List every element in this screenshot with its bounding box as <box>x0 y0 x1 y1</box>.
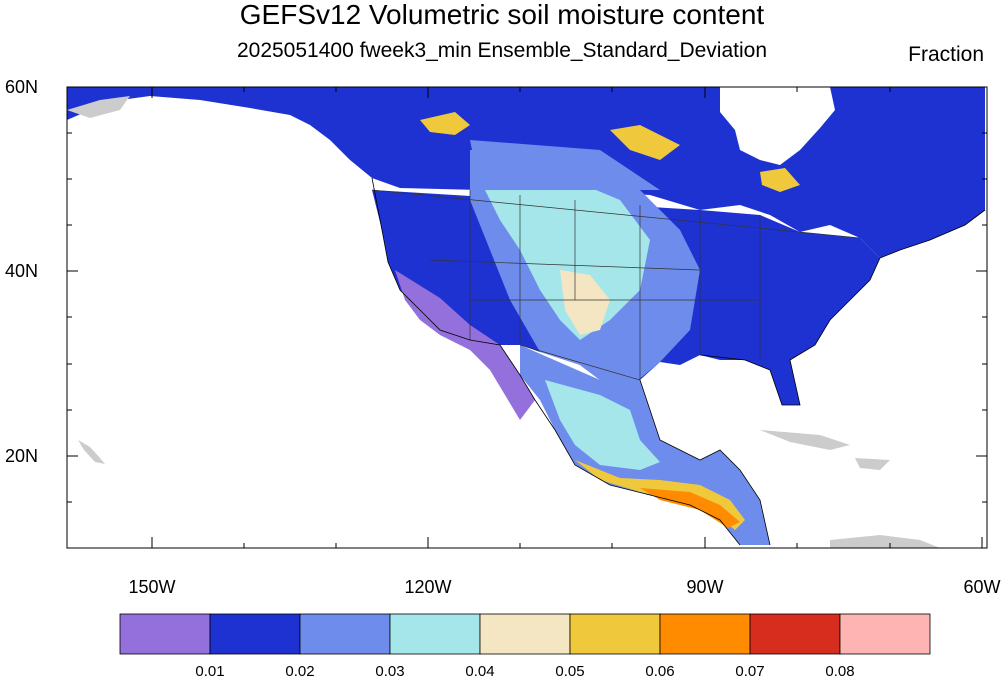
south-america-coast <box>830 535 940 548</box>
colorbar-swatch-8 <box>749 613 841 655</box>
colorbar-swatch-6 <box>569 613 661 655</box>
lon-label-150w: 150W <box>128 577 175 597</box>
colorbar-label-2: 0.02 <box>285 663 314 680</box>
colorbar-label-5: 0.05 <box>555 663 584 680</box>
lat-ticks <box>67 86 987 503</box>
lon-label-120w: 120W <box>404 577 451 597</box>
central-america-peak <box>640 488 740 528</box>
cuba <box>760 430 850 450</box>
lat-label-40n: 40N <box>5 261 38 281</box>
colorbar-label-1: 0.01 <box>195 663 224 680</box>
colorbar-label-8: 0.08 <box>825 663 854 680</box>
colorbar-swatch-7 <box>659 613 751 655</box>
aleutians <box>67 96 130 118</box>
lat-label-60n: 60N <box>5 77 38 97</box>
hawaii <box>78 440 105 464</box>
colorbar-swatch-2 <box>209 613 301 655</box>
lon-label-90w: 90W <box>686 577 723 597</box>
canada-hotspot-3 <box>760 168 800 192</box>
units-label: Fraction <box>908 43 984 66</box>
plains-peak <box>560 270 610 335</box>
colorbar-label-3: 0.03 <box>375 663 404 680</box>
coastlines <box>371 177 986 546</box>
hudson-bay <box>720 87 835 165</box>
colorbar-swatch-1 <box>119 613 211 655</box>
colorbar-label-7: 0.07 <box>735 663 764 680</box>
map-subtitle: 2025051400 fweek3_min Ensemble_Standard_… <box>236 39 768 62</box>
colorbar-label-4: 0.04 <box>465 663 494 680</box>
colorbar-swatch-3 <box>299 613 391 655</box>
canada-hotspot-1 <box>420 112 470 135</box>
colorbar-swatch-4 <box>389 613 481 655</box>
colorbar: 0.01 0.02 0.03 0.04 0.05 0.06 0.07 0.08 <box>119 613 931 680</box>
mexico-mid <box>545 380 660 470</box>
map-fields <box>67 87 986 548</box>
lon-label-60w: 60W <box>963 577 1000 597</box>
southwest-low <box>395 270 535 420</box>
colorbar-swatch-5 <box>479 613 571 655</box>
canada-band <box>470 140 660 190</box>
lon-ticks <box>151 87 983 548</box>
lat-label-20n: 20N <box>5 446 38 466</box>
borders <box>371 189 861 381</box>
map-title: GEFSv12 Volumetric soil moisture content <box>239 0 765 30</box>
canada-hotspot-2 <box>610 125 680 160</box>
colorbar-label-6: 0.06 <box>645 663 674 680</box>
colorbar-swatch-9 <box>839 613 931 655</box>
hispaniola <box>855 458 890 470</box>
